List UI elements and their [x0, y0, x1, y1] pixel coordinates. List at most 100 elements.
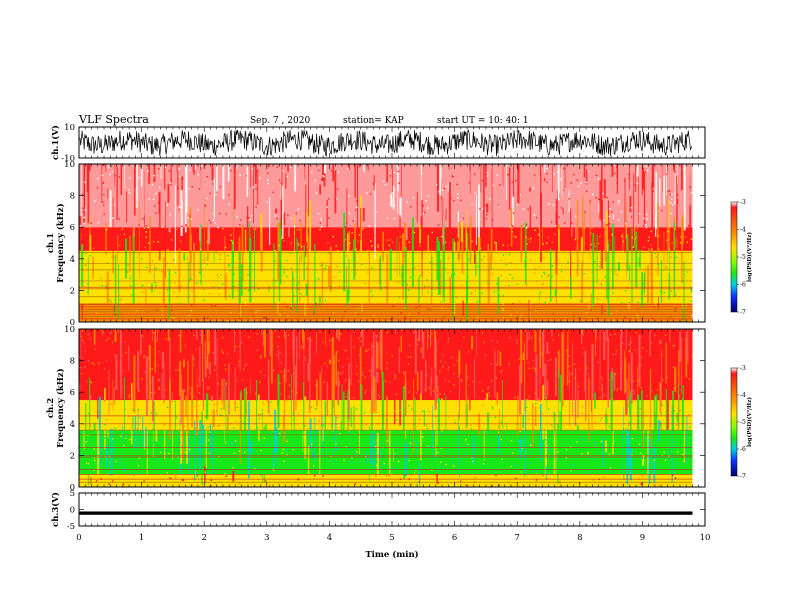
spectral-speck [674, 228, 676, 230]
spectral-streak [134, 164, 136, 216]
spectral-speck [86, 291, 89, 293]
spectral-streak [346, 357, 349, 360]
spectral-streak [678, 385, 680, 395]
spectral-speck [145, 236, 148, 238]
spectral-speck [155, 212, 157, 214]
spectral-speck [324, 300, 327, 302]
spectral-streak [256, 169, 259, 205]
spectral-speck [236, 406, 239, 409]
spectral-speck [291, 267, 293, 269]
spectral-speck [206, 257, 209, 260]
spectral-streak [200, 329, 203, 344]
spectral-speck [272, 345, 274, 347]
spectral-speck [203, 299, 205, 301]
spectral-streak [464, 164, 467, 170]
spectral-speck [660, 428, 663, 431]
spectral-speck [389, 381, 391, 383]
spectral-speck [109, 173, 111, 176]
spectral-speck [89, 337, 91, 340]
spectral-speck [553, 173, 555, 175]
spectral-streak [267, 359, 270, 414]
spectral-speck [598, 198, 600, 200]
spectral-streak [301, 329, 304, 342]
spectral-speck [566, 448, 568, 451]
spectral-speck [329, 339, 331, 341]
spectral-streak [288, 188, 290, 237]
spectral-speck [267, 172, 269, 174]
spectral-speck [138, 177, 140, 179]
spectral-speck [222, 283, 224, 285]
spectral-speck [549, 359, 552, 361]
spectral-streak [421, 258, 423, 296]
spectral-speck [317, 278, 320, 280]
spectral-streak [668, 248, 671, 300]
spectral-speck [148, 198, 150, 201]
spectral-speck [674, 310, 676, 312]
spectral-speck [214, 222, 216, 224]
spectral-streak [120, 330, 122, 399]
spectral-speck [235, 420, 237, 423]
spectral-streak [260, 231, 263, 272]
spectral-streak [204, 198, 205, 264]
spectral-speck [688, 378, 690, 380]
spectral-streak [562, 208, 564, 215]
spectral-speck [500, 421, 502, 424]
spectral-speck [581, 406, 584, 408]
spectral-speck [603, 336, 606, 339]
spectral-speck [373, 244, 376, 247]
spectral-speck [152, 319, 155, 321]
spectral-streak [430, 376, 432, 396]
spectral-speck [505, 263, 508, 265]
spectral-speck [529, 451, 531, 454]
spectral-speck [452, 462, 454, 464]
spectral-speck [688, 224, 690, 227]
spectral-speck [487, 281, 489, 283]
spectral-speck [632, 246, 634, 248]
spectral-streak [626, 428, 629, 485]
spectral-speck [453, 372, 455, 375]
spectral-streak [495, 242, 497, 294]
spectral-speck [200, 248, 202, 251]
spectral-speck [282, 170, 284, 172]
spectral-speck [692, 446, 693, 448]
spectral-speck [364, 282, 367, 284]
spectral-speck [262, 335, 265, 337]
spectral-speck [632, 380, 634, 382]
spectral-speck [528, 320, 530, 322]
spectral-streak [355, 329, 357, 333]
spectral-streak [676, 184, 678, 231]
spectral-streak [625, 329, 627, 351]
spectral-streak [475, 194, 477, 245]
spectral-speck [141, 378, 143, 380]
spectral-speck [651, 317, 653, 319]
spectral-speck [544, 301, 547, 304]
spectral-speck [110, 301, 112, 303]
spectral-speck [263, 342, 266, 344]
spectral-streak [489, 254, 492, 277]
spectral-streak [397, 433, 398, 463]
spectral-streak [568, 164, 569, 198]
spectral-streak [574, 368, 577, 426]
spectral-speck [219, 258, 221, 261]
spectral-speck [373, 314, 375, 317]
spectral-speck [435, 416, 437, 418]
spectral-speck [263, 317, 265, 319]
spectral-speck [470, 428, 473, 430]
spectral-streak [448, 164, 450, 170]
spectral-streak [193, 243, 195, 317]
spectral-streak [84, 164, 86, 207]
spectral-speck [532, 187, 534, 189]
spectral-streak [105, 164, 107, 173]
spectral-speck [331, 438, 333, 440]
spectral-speck [639, 378, 641, 380]
spectral-streak [234, 367, 236, 412]
spectral-speck [451, 356, 453, 359]
spectral-speck [628, 421, 630, 424]
spectral-speck [565, 286, 567, 288]
spectral-speck [265, 329, 267, 331]
spectral-speck [295, 284, 298, 286]
spectral-speck [197, 448, 199, 450]
spectral-streak [93, 422, 96, 460]
spectral-speck [353, 417, 355, 420]
spectral-speck [683, 168, 685, 170]
